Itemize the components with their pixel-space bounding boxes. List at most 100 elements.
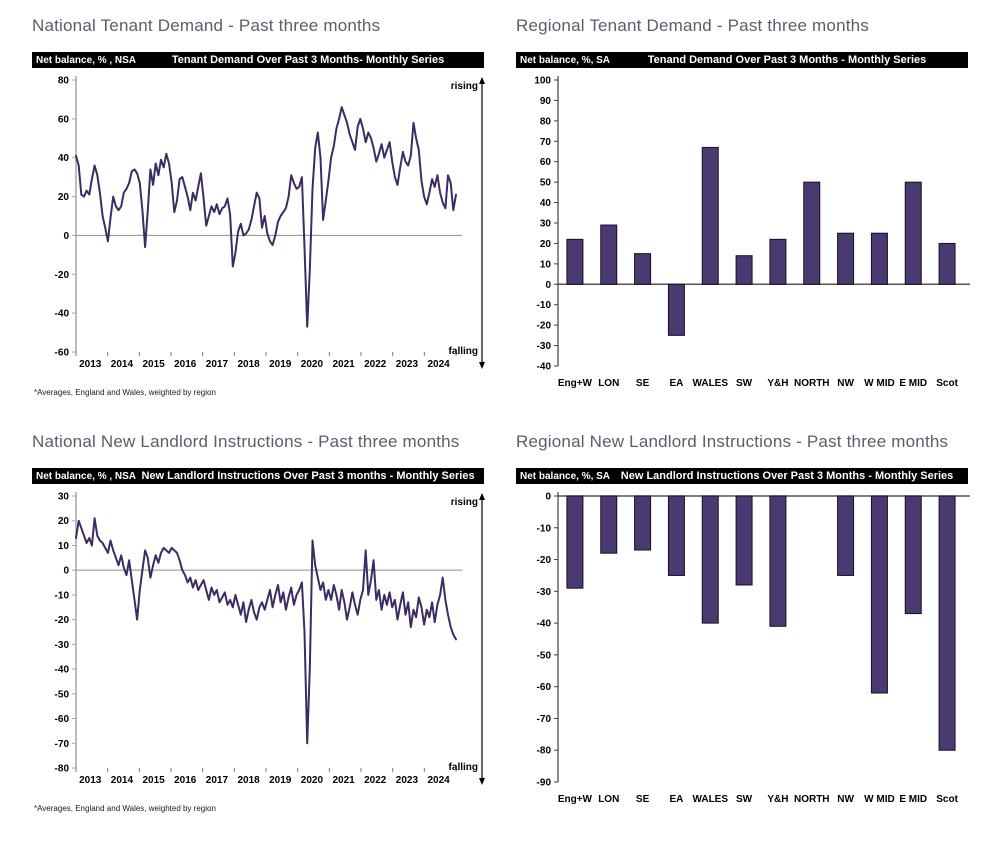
bar-SE — [634, 495, 652, 551]
bar-LON — [600, 224, 618, 285]
svg-text:2021: 2021 — [332, 359, 355, 370]
svg-text:60: 60 — [58, 114, 70, 125]
svg-text:W MID: W MID — [864, 794, 895, 805]
bar-W MID — [870, 232, 888, 285]
svg-text:WALES: WALES — [692, 378, 728, 389]
rising-falling-arrow: rising falling — [449, 493, 485, 785]
bar-NW — [837, 495, 855, 576]
svg-text:2024: 2024 — [427, 359, 450, 370]
svg-text:2013: 2013 — [79, 359, 102, 370]
svg-text:-30: -30 — [537, 587, 552, 598]
svg-text:10: 10 — [540, 259, 552, 270]
svg-text:2015: 2015 — [142, 359, 165, 370]
svg-text:2014: 2014 — [111, 775, 134, 786]
bar-chart-canvas: 0 -10 -20 -30 -40 -50 -60 -70 -80 -90 Eng+W LON SE EA… — [537, 492, 970, 805]
svg-text:-40: -40 — [537, 619, 552, 630]
svg-text:-10: -10 — [537, 300, 552, 311]
bar-Eng+W — [566, 495, 584, 589]
svg-text:-20: -20 — [55, 615, 70, 626]
svg-text:-10: -10 — [55, 590, 70, 601]
svg-text:80: 80 — [58, 76, 70, 87]
svg-text:0: 0 — [545, 492, 551, 503]
svg-text:NW: NW — [837, 378, 854, 389]
svg-text:2024: 2024 — [427, 775, 450, 786]
svg-text:NORTH: NORTH — [794, 794, 830, 805]
svg-text:10: 10 — [58, 541, 70, 552]
svg-text:LON: LON — [598, 794, 619, 805]
svg-text:80: 80 — [540, 116, 552, 127]
x-axis: 2013 2014 2015 2016 2017 2018 2019 2020 2021 2022… — [75, 768, 457, 786]
svg-text:2023: 2023 — [396, 359, 419, 370]
svg-text:SW: SW — [736, 794, 753, 805]
svg-text:-20: -20 — [537, 321, 552, 332]
svg-text:30: 30 — [540, 219, 552, 230]
chart-header-title: New Landlord Instructions Over Past 3 Mo… — [620, 470, 954, 482]
svg-text:-30: -30 — [55, 640, 70, 651]
bar-SE — [634, 253, 652, 285]
axis-units-label: Net balance, % , NSA — [36, 54, 137, 66]
svg-text:WALES: WALES — [692, 794, 728, 805]
panel-regional-tenant-demand: Regional Tenant Demand - Past three mont… — [516, 4, 978, 398]
svg-text:2015: 2015 — [142, 775, 165, 786]
bar-NORTH — [803, 181, 821, 285]
svg-text:70: 70 — [540, 137, 552, 148]
svg-text:-80: -80 — [55, 764, 70, 775]
svg-text:20: 20 — [58, 192, 70, 203]
bar-WALES — [701, 146, 719, 285]
svg-text:20: 20 — [58, 516, 70, 527]
svg-text:NW: NW — [837, 794, 854, 805]
x-labels: Eng+W LON SE EA WALES SW Y&H NORTH NW W MID E MID S… — [558, 378, 959, 389]
svg-text:-50: -50 — [55, 689, 70, 700]
svg-text:-50: -50 — [537, 650, 552, 661]
svg-text:LON: LON — [598, 378, 619, 389]
svg-text:-60: -60 — [55, 348, 70, 359]
chart-header-bar: Net balance, %, SA Tenand Demand Over Pa… — [516, 52, 968, 68]
panel-title: Regional New Landlord Instructions - Pas… — [516, 432, 949, 451]
svg-text:-20: -20 — [55, 270, 70, 281]
svg-text:50: 50 — [540, 178, 552, 189]
svg-text:0: 0 — [545, 280, 551, 291]
svg-text:NORTH: NORTH — [794, 378, 830, 389]
svg-text:Eng+W: Eng+W — [558, 794, 593, 805]
svg-text:2014: 2014 — [111, 359, 134, 370]
bar-W MID — [870, 495, 888, 694]
chart-header-bar: Net balance, % , NSA Tenant Demand Over … — [32, 52, 484, 68]
svg-text:-80: -80 — [537, 746, 552, 757]
svg-text:rising: rising — [451, 81, 478, 92]
svg-text:Scot: Scot — [936, 378, 958, 389]
bar-SW — [735, 255, 753, 285]
svg-text:30: 30 — [58, 492, 70, 503]
x-axis: 2013 2014 2015 2016 2017 2018 2019 2020 2021 2022… — [75, 352, 457, 370]
x-labels: Eng+W LON SE EA WALES SW Y&H NORTH NW W MID E MID S… — [558, 794, 959, 805]
svg-text:-70: -70 — [55, 739, 70, 750]
panel-national-tenant-demand: National Tenant Demand - Past three mont… — [32, 4, 494, 398]
y-axis: 80 60 40 20 0 -20 -40 -60 — [55, 76, 77, 359]
svg-text:Eng+W: Eng+W — [558, 378, 593, 389]
bar-SW — [735, 495, 753, 586]
svg-text:-10: -10 — [537, 523, 552, 534]
svg-text:-60: -60 — [537, 682, 552, 693]
charts-grid: National Tenant Demand - Past three mont… — [32, 4, 978, 813]
svg-text:-40: -40 — [55, 665, 70, 676]
panel-title: National New Landlord Instructions - Pas… — [32, 432, 460, 451]
bars — [566, 495, 956, 751]
svg-text:2022: 2022 — [364, 359, 387, 370]
chart-header-bar: Net balance, %, SA New Landlord Instruct… — [516, 468, 968, 484]
svg-text:0: 0 — [63, 566, 69, 577]
svg-text:20: 20 — [540, 239, 552, 250]
bar-EA — [667, 283, 685, 336]
svg-text:EA: EA — [669, 378, 683, 389]
svg-text:2018: 2018 — [237, 359, 260, 370]
svg-text:-40: -40 — [55, 309, 70, 320]
bar-WALES — [701, 495, 719, 624]
svg-text:40: 40 — [540, 198, 552, 209]
svg-text:SE: SE — [636, 378, 650, 389]
svg-text:40: 40 — [58, 153, 70, 164]
bar-Eng+W — [566, 238, 584, 285]
svg-text:EA: EA — [669, 794, 683, 805]
svg-text:2020: 2020 — [301, 775, 324, 786]
svg-text:2016: 2016 — [174, 775, 197, 786]
svg-text:2016: 2016 — [174, 359, 197, 370]
